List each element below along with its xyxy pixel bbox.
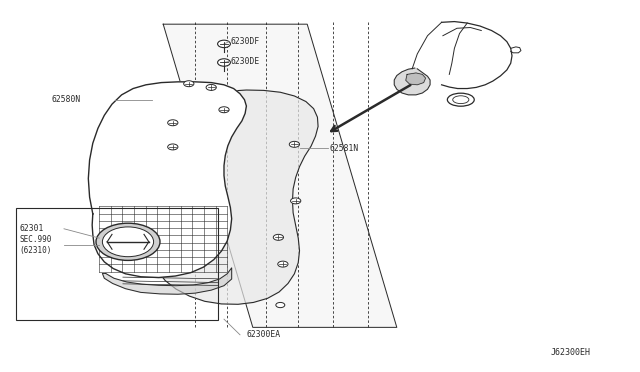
Polygon shape bbox=[140, 90, 318, 304]
Circle shape bbox=[273, 234, 284, 240]
Circle shape bbox=[289, 141, 300, 147]
Circle shape bbox=[168, 120, 178, 126]
Circle shape bbox=[218, 59, 230, 66]
Polygon shape bbox=[102, 268, 232, 294]
Text: 6230DE: 6230DE bbox=[230, 57, 260, 66]
Text: SEC.990
(62310): SEC.990 (62310) bbox=[19, 235, 52, 255]
Circle shape bbox=[291, 198, 301, 204]
Circle shape bbox=[96, 223, 160, 260]
Text: 62580N: 62580N bbox=[51, 95, 81, 104]
Circle shape bbox=[102, 227, 154, 257]
Polygon shape bbox=[394, 68, 430, 95]
Circle shape bbox=[219, 107, 229, 113]
Polygon shape bbox=[88, 82, 246, 278]
Polygon shape bbox=[406, 73, 426, 85]
Circle shape bbox=[206, 84, 216, 90]
Ellipse shape bbox=[447, 93, 474, 106]
Circle shape bbox=[184, 81, 194, 87]
Circle shape bbox=[168, 144, 178, 150]
Text: 6230DF: 6230DF bbox=[230, 37, 260, 46]
Circle shape bbox=[276, 302, 285, 308]
Polygon shape bbox=[163, 24, 397, 327]
Circle shape bbox=[218, 40, 230, 48]
Text: 62300EA: 62300EA bbox=[246, 330, 280, 339]
Text: J62300EH: J62300EH bbox=[550, 348, 590, 357]
Bar bbox=[16, 208, 218, 320]
Circle shape bbox=[278, 261, 288, 267]
Text: 62301: 62301 bbox=[19, 224, 44, 233]
Text: 62581N: 62581N bbox=[330, 144, 359, 153]
